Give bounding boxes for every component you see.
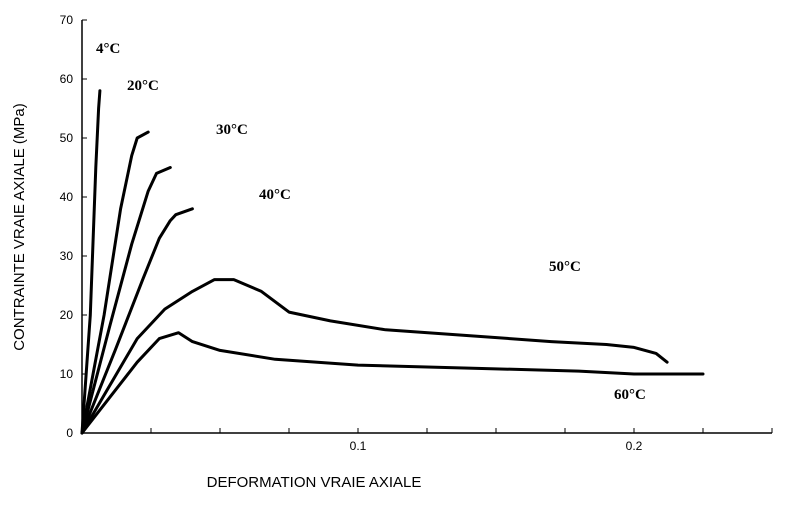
y-tick-label: 30 xyxy=(60,249,74,263)
series-label-0: 4°C xyxy=(96,41,120,57)
y-tick-label: 0 xyxy=(66,426,73,440)
curve-series-2 xyxy=(80,166,172,435)
y-tick-label: 60 xyxy=(60,72,74,86)
curve-series-5 xyxy=(80,331,705,435)
y-tick-label: 10 xyxy=(60,367,74,381)
y-tick-label: 50 xyxy=(60,131,74,145)
series-label-1: 20°C xyxy=(127,78,159,94)
axes: 0 10 20 30 40 50 60 70 0.1 0.2 xyxy=(60,13,773,453)
y-axis-title: CONTRAINTE VRAIE AXIALE (MPa) xyxy=(11,103,28,351)
curve-series-0 xyxy=(80,89,102,435)
y-tick-label: 20 xyxy=(60,308,74,322)
curves xyxy=(80,89,705,435)
curve-series-4 xyxy=(80,278,669,435)
y-tick-label: 70 xyxy=(60,13,74,27)
x-tick-label: 0.2 xyxy=(626,439,643,453)
x-tick-label: 0.1 xyxy=(350,439,367,453)
series-label-3: 40°C xyxy=(259,187,291,203)
curve-series-3 xyxy=(80,207,194,435)
x-axis-title: DEFORMATION VRAIE AXIALE xyxy=(207,474,422,491)
series-label-4: 50°C xyxy=(549,259,581,275)
series-label-5: 60°C xyxy=(614,387,646,403)
series-label-2: 30°C xyxy=(216,122,248,138)
curve-series-1 xyxy=(80,130,150,435)
series-labels: 4°C 20°C 30°C 40°C 50°C 60°C xyxy=(96,41,646,403)
y-tick-label: 40 xyxy=(60,190,74,204)
